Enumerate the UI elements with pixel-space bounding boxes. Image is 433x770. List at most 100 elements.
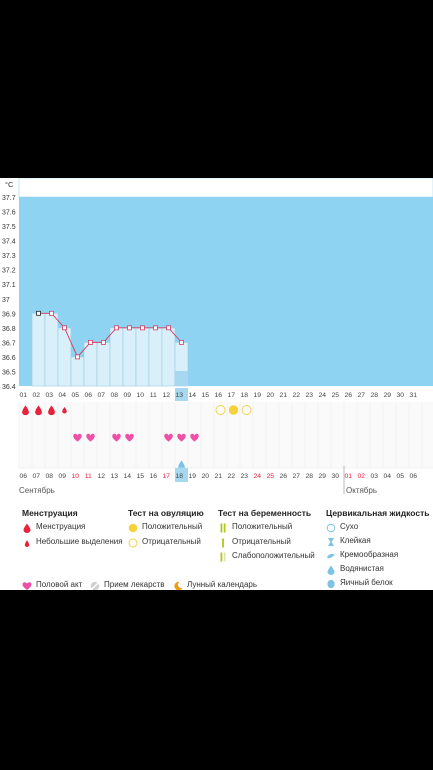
filled-circle-icon bbox=[128, 523, 138, 533]
intercourse-heart-icon bbox=[190, 433, 199, 442]
calendar-date-label: 15 bbox=[137, 473, 145, 480]
calendar-date-label: 06 bbox=[410, 473, 418, 480]
temperature-point bbox=[49, 310, 54, 316]
y-tick-label: 36.5 bbox=[2, 369, 16, 376]
small-drop-icon bbox=[24, 539, 30, 547]
legend-bottom-row: Половой акт Прием лекарств Лунный календ… bbox=[0, 578, 433, 590]
legend-menstruation-item: Менструация bbox=[22, 520, 123, 535]
calendar-date-label: 09 bbox=[59, 473, 67, 480]
cycle-day-label: 30 bbox=[397, 392, 405, 399]
legend-pregnancy-title: Тест на беременность bbox=[218, 508, 312, 518]
menstruation-drop-icon bbox=[48, 405, 55, 416]
legend-label: Отрицательный bbox=[142, 536, 201, 546]
temperature-point bbox=[127, 325, 132, 331]
cycle-day-label: 24 bbox=[319, 392, 327, 399]
cycle-day-label: 01 bbox=[20, 392, 28, 399]
legend-cervical-title: Цервикальная жидкость bbox=[326, 508, 430, 518]
legend-cervical-dry: Сухо bbox=[326, 520, 429, 534]
legend-label: Яичный белок bbox=[340, 578, 393, 587]
legend-ovulation-positive: Положительный bbox=[128, 520, 204, 535]
y-tick-label: 36.8 bbox=[2, 326, 16, 333]
calendar-date-label: 20 bbox=[202, 473, 210, 480]
intercourse-heart-icon bbox=[112, 433, 121, 442]
cycle-day-label: 05 bbox=[72, 392, 80, 399]
legend-label: Клейкая bbox=[340, 536, 371, 545]
cycle-day-label: 19 bbox=[254, 392, 262, 399]
cycle-day-label: 07 bbox=[98, 392, 106, 399]
cycle-day-label: 31 bbox=[410, 392, 418, 399]
temperature-bar bbox=[83, 342, 98, 387]
calendar-date-label: 16 bbox=[150, 473, 158, 480]
legend-ovulation: Тест на овуляцию Положительный Отрицател… bbox=[128, 506, 204, 549]
ovulation-negative-icon bbox=[215, 405, 226, 415]
dry-circle-icon bbox=[326, 523, 336, 533]
cycle-day-label: 21 bbox=[280, 392, 288, 399]
y-tick-label: 37.2 bbox=[2, 268, 16, 275]
cycle-day-label: 08 bbox=[111, 392, 119, 399]
legend-menstruation: Менструация Менструация Небольшие выделе… bbox=[22, 506, 123, 549]
temperature-point bbox=[140, 325, 145, 331]
cycle-day-label: 20 bbox=[267, 392, 275, 399]
current-day-cell bbox=[175, 388, 188, 401]
legend-lunar: Лунный календарь bbox=[173, 578, 257, 590]
calendar-date-label: 21 bbox=[215, 473, 223, 480]
y-tick-label: 36.4 bbox=[2, 384, 16, 391]
temperature-point bbox=[88, 339, 93, 345]
legend-cervical-watery: Водянистая bbox=[326, 562, 429, 576]
legend-label: Слабоположительный bbox=[232, 551, 315, 560]
light-discharge-drop-icon bbox=[62, 407, 67, 414]
calendar-date-label: 13 bbox=[111, 473, 119, 480]
cycle-day-label: 23 bbox=[306, 392, 314, 399]
creamy-icon bbox=[327, 554, 335, 559]
calendar-date-label: 04 bbox=[384, 473, 392, 480]
temperature-bar bbox=[70, 356, 85, 387]
calendar-date-label: 17 bbox=[163, 473, 171, 480]
intercourse-heart-icon bbox=[125, 433, 134, 442]
temperature-chart[interactable]: °C 37.7 37.6 37.5 37.4 37.3 37.2 37.1 37 36.9 36.8… bbox=[0, 178, 433, 508]
y-tick-label: 37.7 bbox=[2, 195, 16, 202]
chart-legend: Менструация Менструация Небольшие выделе… bbox=[0, 506, 433, 590]
temperature-bar bbox=[31, 313, 46, 387]
calendar-date-label: 29 bbox=[319, 473, 327, 480]
legend-menstruation-title: Менструация bbox=[22, 508, 78, 518]
temperature-point bbox=[62, 325, 67, 331]
legend-pregnancy-positive: Положительный bbox=[218, 520, 315, 535]
moon-icon bbox=[174, 581, 183, 590]
month-label-left: Сентябрь bbox=[19, 486, 55, 495]
cycle-day-label: 16 bbox=[215, 392, 223, 399]
y-tick-label: 36.6 bbox=[2, 355, 16, 362]
calendar-date-label: 07 bbox=[33, 473, 41, 480]
cycle-day-label: 12 bbox=[163, 392, 171, 399]
legend-cervical-creamy: Кремообразная bbox=[326, 548, 429, 562]
calendar-date-label: 01 bbox=[345, 473, 353, 480]
intercourse-heart-icon bbox=[86, 433, 95, 442]
calendar-date-label: 26 bbox=[280, 473, 288, 480]
legend-label: Прием лекарств bbox=[104, 580, 165, 589]
cycle-day-label: 17 bbox=[228, 392, 236, 399]
temperature-point bbox=[179, 339, 184, 345]
legend-label: Лунный календарь bbox=[187, 580, 258, 589]
cycle-day-label: 26 bbox=[345, 392, 353, 399]
heart-icon bbox=[22, 582, 32, 590]
temperature-bar bbox=[161, 327, 176, 387]
y-tick-label: 37 bbox=[2, 297, 10, 304]
cycle-day-label: 25 bbox=[332, 392, 340, 399]
calendar-date-label: 05 bbox=[397, 473, 405, 480]
legend-ovulation-title: Тест на овуляцию bbox=[128, 508, 204, 518]
bbt-chart-panel: °C 37.7 37.6 37.5 37.4 37.3 37.2 37.1 37 36.9 36.8… bbox=[0, 178, 433, 590]
temperature-bar bbox=[96, 342, 111, 387]
calendar-date-label: 06 bbox=[20, 473, 28, 480]
calendar-date-label: 30 bbox=[332, 473, 340, 480]
legend-pregnancy-faint: Слабоположительный bbox=[218, 549, 315, 564]
intercourse-heart-icon bbox=[177, 433, 186, 442]
calendar-date-label: 10 bbox=[72, 473, 80, 480]
calendar-date-label: 14 bbox=[124, 473, 132, 480]
calendar-date-label: 24 bbox=[254, 473, 262, 480]
double-stripe-icon bbox=[220, 523, 226, 533]
temperature-point bbox=[75, 354, 80, 360]
temperature-point bbox=[101, 339, 106, 345]
legend-label: Небольшие выделения bbox=[36, 536, 123, 546]
temperature-bar bbox=[44, 313, 59, 387]
temperature-point bbox=[114, 325, 119, 331]
cycle-day-label: 13 bbox=[176, 392, 184, 399]
